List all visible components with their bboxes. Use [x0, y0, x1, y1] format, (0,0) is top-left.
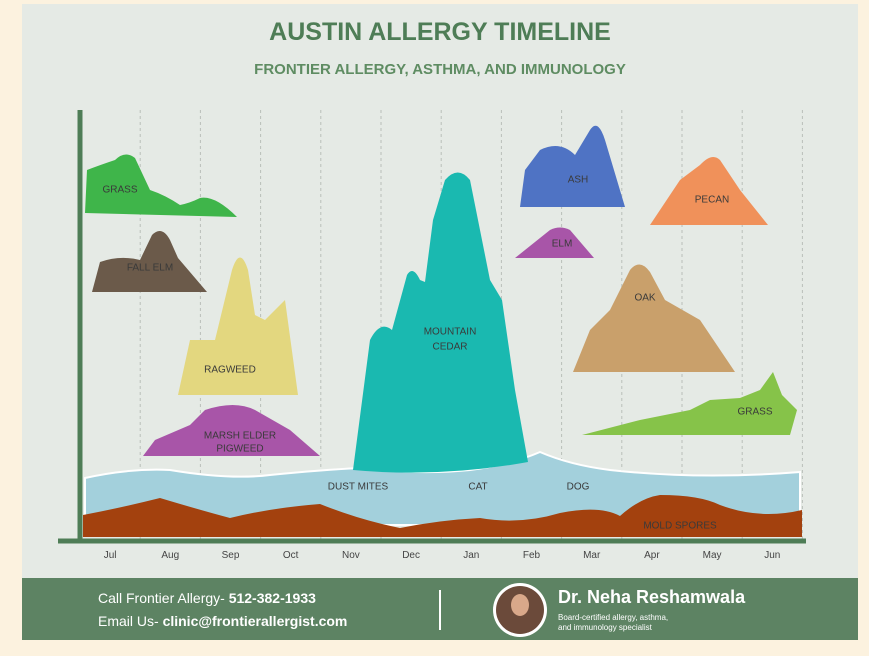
credentials: Board-certified allergy, asthma, [558, 613, 668, 622]
label: DOG [567, 482, 590, 493]
email-label: Email Us- [98, 613, 163, 629]
pecan-shape [650, 156, 768, 225]
label: ASH [568, 175, 589, 186]
month-label: Feb [523, 550, 541, 561]
phone: 512-382-1933 [229, 590, 316, 606]
doctor-name: Dr. Neha Reshamwala [558, 587, 746, 607]
label: RAGWEED [204, 365, 256, 376]
grass-shape [85, 154, 237, 217]
ash-shape [520, 125, 625, 207]
month-label: Jan [463, 550, 479, 561]
month-label: Oct [283, 550, 299, 561]
marsh-elder-shape [143, 405, 320, 456]
month-label: Nov [342, 550, 360, 561]
month-label: Dec [402, 550, 420, 561]
month-label: Jul [104, 550, 117, 561]
footer-text: Email Us- clinic@frontierallergist.com [98, 613, 347, 629]
ragweed-shape [178, 257, 298, 395]
label: MOUNTAIN [424, 327, 477, 338]
grass-shape [582, 372, 797, 435]
label: ELM [552, 239, 573, 250]
label: MARSH ELDER [204, 431, 276, 442]
label: MOLD SPORES [643, 521, 717, 532]
label: GRASS [737, 407, 772, 418]
cedar-shape [353, 172, 528, 473]
month-labels: Jul Aug Sep Oct Nov Dec Jan Feb Mar Apr May Jun [104, 550, 781, 561]
oak-shape [573, 264, 735, 372]
label: PIGWEED [216, 444, 263, 455]
elm-shape [515, 227, 594, 258]
label: OAK [634, 293, 655, 304]
mold-band [83, 495, 802, 537]
credentials: and immunology specialist [558, 623, 653, 632]
month-label: Apr [644, 550, 660, 561]
month-label: Mar [583, 550, 601, 561]
month-label: Jun [764, 550, 780, 561]
title: AUSTIN ALLERGY TIMELINE [269, 18, 611, 46]
label: FALL ELM [127, 263, 173, 274]
label: CEDAR [432, 342, 467, 353]
month-label: Sep [222, 550, 240, 561]
call-label: Call Frontier Allergy- [98, 590, 229, 606]
label: PECAN [695, 195, 729, 206]
photo-face [511, 594, 529, 616]
label: CAT [468, 482, 487, 493]
month-label: May [703, 550, 722, 561]
footer-text: Call Frontier Allergy- 512-382-1933 [98, 590, 316, 606]
label: DUST MITES [328, 482, 389, 493]
label: GRASS [102, 185, 137, 196]
email: clinic@frontierallergist.com [163, 613, 348, 629]
subtitle: FRONTIER ALLERGY, ASTHMA, AND IMMUNOLOGY [254, 61, 626, 78]
fall-elm-shape [92, 231, 207, 292]
month-label: Aug [161, 550, 179, 561]
